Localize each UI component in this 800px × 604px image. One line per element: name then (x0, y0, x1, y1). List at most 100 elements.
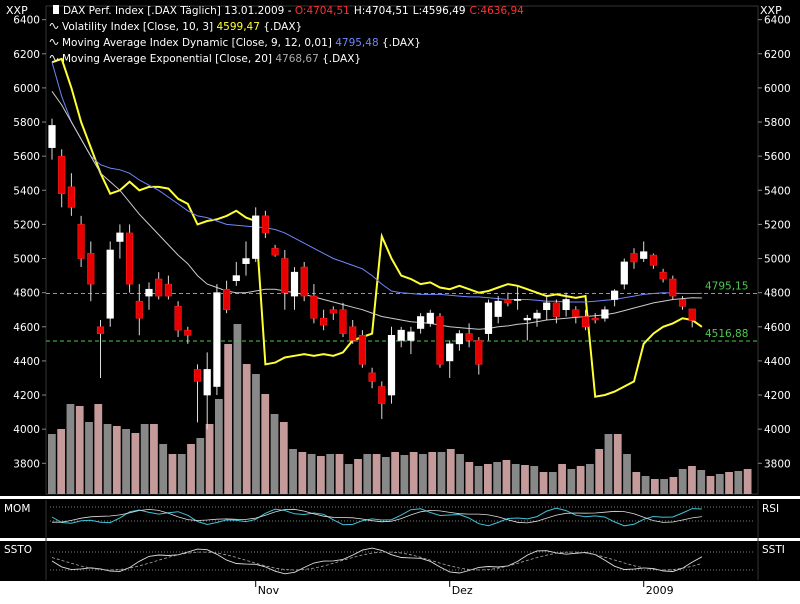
candle-body (436, 316, 444, 365)
y-tick-label-left: 6200 (13, 49, 40, 61)
volume-bar (400, 455, 409, 494)
candle (116, 224, 124, 259)
candle-body (339, 309, 347, 334)
y-tick-label-right: 4600 (764, 322, 791, 334)
oscillator-lines (50, 506, 755, 575)
candle (339, 302, 347, 338)
volume-bar (409, 452, 418, 494)
candle-body (494, 300, 502, 317)
volume-bar (530, 466, 539, 494)
candle (106, 241, 114, 327)
indicator-lines (51, 57, 703, 398)
candle-body (281, 258, 289, 293)
candle-body (416, 316, 425, 329)
candle (620, 258, 628, 290)
candle (223, 280, 231, 314)
candle (688, 308, 696, 328)
reference-lines: 4795,15 4516,88 (46, 280, 758, 342)
candle (601, 306, 609, 322)
candle-body (106, 249, 114, 319)
y-ticks: 3800 3800 4000 4000 4200 4200 4400 4400 4600 4600… (13, 15, 790, 471)
volume-bar (586, 464, 594, 494)
candle (552, 299, 560, 324)
candle-body (426, 312, 434, 324)
candle (630, 248, 638, 269)
reference-line-label: 4795,15 (705, 280, 748, 292)
candle-body (523, 317, 531, 321)
candle-body (513, 299, 522, 301)
y-tick-label-right: 6200 (764, 49, 791, 61)
volume-bar (437, 452, 446, 494)
volatility-index-line (51, 57, 703, 398)
candle (640, 241, 648, 262)
ma-dynamic-line (51, 62, 702, 303)
candle (407, 326, 415, 355)
candle (494, 296, 502, 324)
candle (504, 292, 512, 307)
ssti-label: SSTI (762, 544, 785, 556)
legend-value: 4599,47 (216, 21, 259, 33)
panel-divider (0, 496, 800, 499)
candle (416, 313, 425, 334)
y-tick-label-right: 5600 (764, 151, 791, 163)
rsi-line (52, 508, 702, 524)
candle-icon (53, 5, 59, 14)
candle (67, 173, 75, 216)
x-axis-area (0, 581, 800, 600)
volume-bar (381, 457, 390, 494)
y-tick-label-right: 4400 (764, 356, 791, 368)
candle (349, 319, 357, 344)
y-tick-label-left: 6000 (13, 83, 40, 95)
candle-body (572, 309, 580, 317)
candle (358, 330, 367, 368)
volume-bar (279, 422, 288, 494)
candle-body (465, 333, 473, 341)
volume-bar (242, 364, 251, 494)
volume-bar (734, 471, 743, 494)
volume-bar (576, 466, 585, 494)
candle (319, 309, 328, 331)
volume-bar (94, 404, 103, 494)
y-tick-label-left: 5800 (13, 117, 40, 129)
volume-bar (326, 454, 335, 494)
volume-bar (456, 454, 464, 494)
volume-bar (493, 462, 502, 494)
candle-body (155, 278, 163, 297)
month-label: Dez (452, 584, 473, 597)
legend-entry-ma-dynamic[interactable]: Moving Average Index Dynamic [Close, 9, … (49, 37, 421, 49)
volume-bar (66, 404, 75, 494)
candle-body (688, 308, 696, 321)
candle-body (223, 288, 231, 311)
volume-bar (428, 452, 437, 494)
candle-body (533, 312, 541, 319)
volume-bar (344, 464, 353, 494)
y-tick-label-left: 4200 (13, 390, 40, 402)
volume-bar (446, 449, 455, 494)
legend-entry-volatility[interactable]: Volatility Index [Close, 10, 3] 4599,47 … (49, 21, 302, 33)
legend-entry-ema[interactable]: Moving Average Exponential [Close, 20] 4… (49, 53, 361, 65)
candle (543, 296, 551, 320)
volume-bar (567, 469, 576, 494)
ssti-line (51, 551, 703, 571)
volume-bar (678, 469, 687, 494)
candle (484, 299, 493, 341)
volume-bar (140, 424, 149, 494)
candle (572, 306, 580, 324)
candle-body (562, 299, 570, 311)
candle (58, 149, 66, 208)
volume-bar (511, 464, 520, 494)
y-tick-label-left: 4600 (13, 322, 40, 334)
candle-body (620, 261, 628, 285)
candle (378, 381, 386, 419)
candle-body (164, 283, 173, 297)
candle (48, 118, 56, 160)
volume-bar (261, 394, 270, 494)
volume-bar (354, 459, 362, 494)
y-tick-label-left: 5400 (13, 185, 40, 197)
y-tick-label-left: 4000 (13, 424, 40, 436)
volume-bar (112, 426, 121, 494)
candle (678, 296, 687, 310)
candle (184, 326, 192, 344)
y-axis-label-left: XXP (6, 4, 28, 17)
candle (261, 210, 270, 239)
